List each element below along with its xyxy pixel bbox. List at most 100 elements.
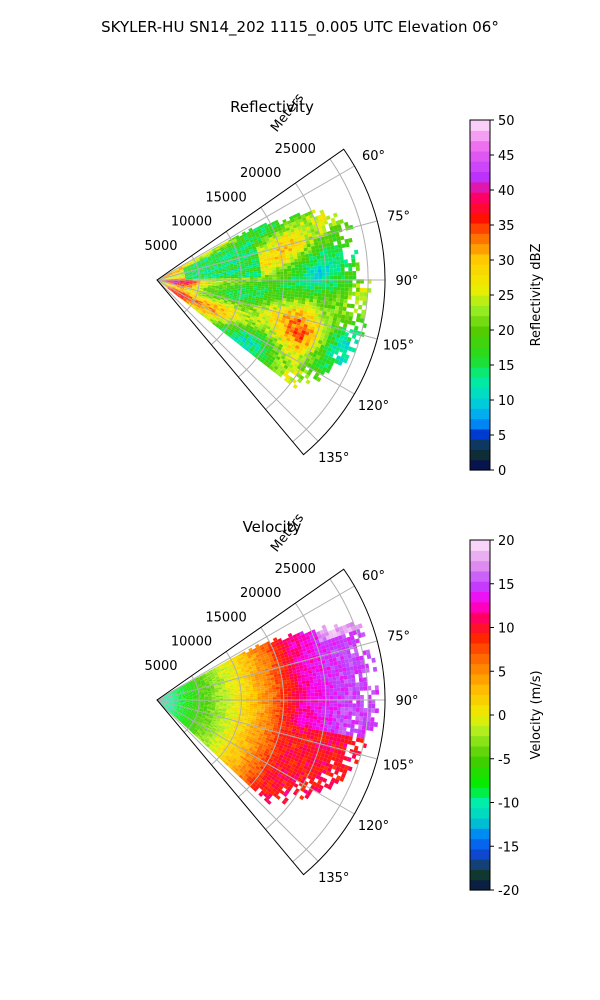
reflectivity-cell — [173, 280, 178, 282]
reflectivity-cell — [240, 261, 245, 264]
reflectivity-cell — [339, 334, 345, 340]
reflectivity-cell — [285, 327, 291, 332]
velocity-cell — [272, 702, 277, 705]
reflectivity-colorbar-tick-label: 5 — [498, 429, 506, 444]
reflectivity-cell — [249, 316, 255, 321]
reflectivity-cell — [216, 260, 221, 263]
reflectivity-cell — [165, 283, 170, 286]
reflectivity-theta-tick-label: 105° — [383, 339, 414, 354]
reflectivity-cell — [172, 286, 176, 289]
reflectivity-cell — [252, 295, 257, 299]
velocity-cell — [219, 696, 224, 699]
reflectivity-cell — [338, 338, 344, 344]
velocity-cell — [245, 695, 250, 698]
reflectivity-cell — [332, 212, 338, 218]
reflectivity-cell — [335, 232, 340, 238]
reflectivity-cell — [298, 228, 304, 234]
reflectivity-cell — [252, 320, 257, 324]
reflectivity-cell — [272, 360, 278, 366]
velocity-cell — [271, 711, 276, 715]
reflectivity-cell — [300, 319, 306, 324]
reflectivity-cell — [169, 277, 174, 279]
reflectivity-cell — [341, 243, 346, 249]
reflectivity-cell — [164, 285, 168, 288]
reflectivity-cell — [339, 218, 344, 224]
reflectivity-cell — [234, 241, 239, 246]
reflectivity-cell — [223, 281, 228, 283]
velocity-cell — [333, 623, 339, 629]
velocity-cell — [230, 704, 235, 707]
reflectivity-cell — [270, 257, 275, 261]
reflectivity-cell — [296, 357, 302, 363]
reflectivity-cell — [233, 294, 238, 297]
reflectivity-cell — [270, 298, 275, 302]
reflectivity-cell — [227, 301, 232, 304]
velocity-cell — [301, 677, 306, 682]
reflectivity-cell — [249, 239, 254, 243]
reflectivity-cell — [238, 253, 243, 257]
velocity-cell — [230, 693, 235, 696]
velocity-cell — [211, 675, 216, 679]
reflectivity-cell — [161, 282, 166, 284]
reflectivity-cell — [363, 292, 368, 297]
reflectivity-cell — [215, 275, 220, 278]
reflectivity-cell — [293, 216, 299, 222]
reflectivity-cell — [247, 259, 252, 263]
reflectivity-cell — [226, 254, 231, 257]
reflectivity-cell — [253, 239, 259, 244]
reflectivity-cell — [262, 314, 268, 318]
reflectivity-colorbar-tick-label: 30 — [498, 254, 515, 269]
reflectivity-cell — [252, 291, 257, 295]
reflectivity-cell — [256, 307, 262, 311]
reflectivity-cell — [327, 304, 332, 309]
reflectivity-cell — [254, 255, 259, 259]
reflectivity-cell — [236, 317, 242, 322]
reflectivity-cell — [343, 295, 349, 300]
reflectivity-cell — [217, 263, 222, 266]
reflectivity-cell — [306, 362, 312, 368]
reflectivity-cell — [226, 272, 231, 274]
reflectivity-cell — [237, 324, 242, 329]
reflectivity-cell — [166, 277, 170, 279]
reflectivity-cell — [310, 269, 315, 274]
reflectivity-cell — [237, 331, 243, 336]
reflectivity-cell — [325, 215, 331, 221]
reflectivity-cell — [325, 359, 331, 365]
velocity-cell — [196, 700, 201, 702]
reflectivity-cell — [348, 271, 353, 276]
velocity-panel: Velocity60°75°90°105°120°135°50001000015… — [144, 511, 544, 899]
reflectivity-cell — [259, 339, 264, 344]
reflectivity-cell — [251, 260, 257, 264]
reflectivity-cell — [286, 220, 292, 225]
reflectivity-cell — [288, 235, 294, 240]
reflectivity-cell — [177, 281, 182, 283]
velocity-cell — [162, 696, 166, 698]
reflectivity-cell — [176, 286, 181, 288]
reflectivity-cell — [199, 299, 204, 303]
velocity-cell — [352, 695, 357, 700]
reflectivity-cell — [343, 319, 349, 324]
reflectivity-cell — [269, 358, 275, 364]
reflectivity-cell — [301, 294, 307, 299]
reflectivity-colorbar-segment — [470, 274, 490, 286]
reflectivity-cell — [248, 265, 253, 269]
reflectivity-cell — [230, 269, 235, 273]
reflectivity-cell — [218, 253, 223, 257]
reflectivity-colorbar-segment — [470, 222, 490, 234]
reflectivity-cell — [207, 300, 212, 303]
reflectivity-cell — [186, 266, 191, 269]
reflectivity-cell — [351, 291, 356, 296]
reflectivity-cell — [185, 264, 190, 267]
reflectivity-cell — [299, 282, 304, 286]
velocity-cell — [298, 714, 303, 718]
reflectivity-cell — [241, 240, 247, 244]
reflectivity-cell — [214, 318, 219, 322]
velocity-cell — [215, 695, 220, 698]
reflectivity-cell — [218, 245, 224, 249]
reflectivity-cell — [328, 361, 335, 367]
reflectivity-cell — [170, 281, 174, 282]
reflectivity-cell — [348, 267, 353, 272]
reflectivity-cell — [192, 282, 197, 284]
velocity-cell — [263, 644, 269, 649]
velocity-cell — [271, 643, 277, 648]
